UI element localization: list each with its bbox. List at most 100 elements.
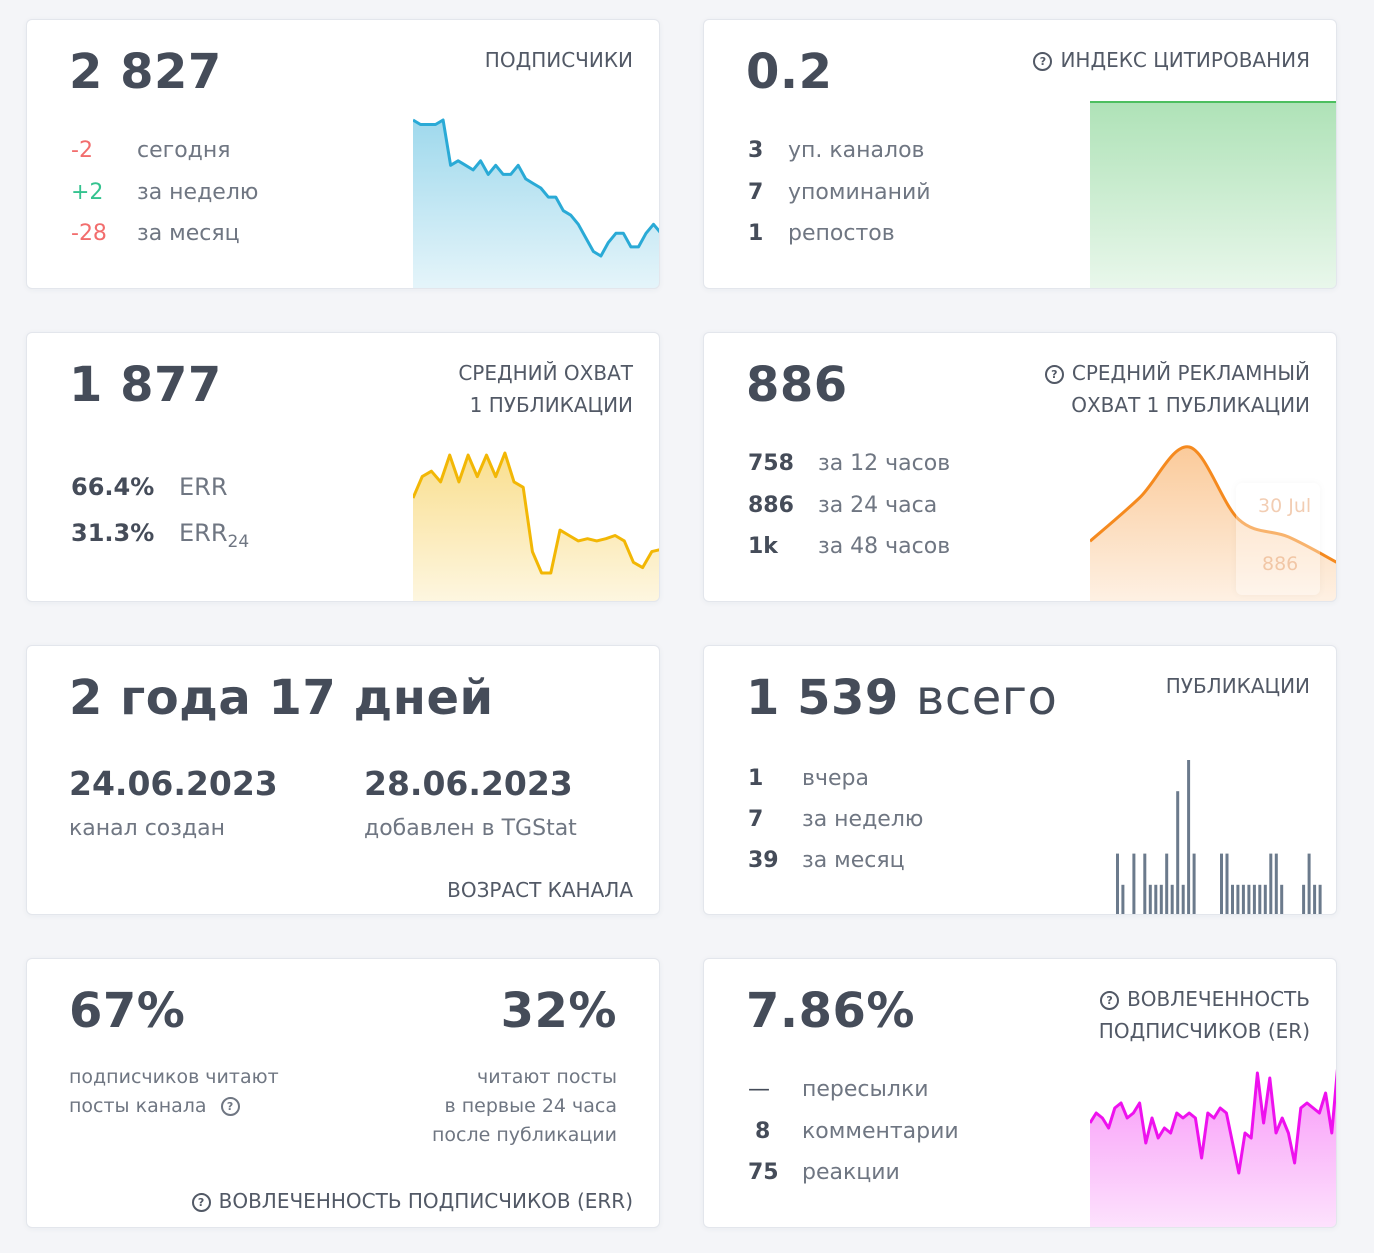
- stat-value: 886: [748, 493, 794, 518]
- stat-label: пересылки: [802, 1077, 929, 1102]
- added-label: добавлен в TGStat: [364, 816, 577, 841]
- stat-label: уп. каналов: [788, 138, 925, 163]
- chart-bar: [1263, 884, 1267, 914]
- chart-bar: [1220, 853, 1223, 914]
- tooltip-date: 30 Jul: [1258, 495, 1312, 517]
- err-subscript: 24: [227, 531, 250, 552]
- stat-label: упоминаний: [788, 180, 931, 205]
- subscribers-sparkline[interactable]: [413, 116, 660, 289]
- stat-label: ERR: [179, 473, 228, 501]
- chart-bar: [1302, 884, 1306, 914]
- stat-label: ERR24: [179, 519, 249, 552]
- stat-value: 3: [748, 138, 764, 163]
- err-card[interactable]: 67% подписчиков читают посты канала? 32%…: [26, 958, 660, 1228]
- er-title-line1: ВОВЛЕЧЕННОСТЬ: [1127, 987, 1310, 1011]
- stat-value: 758: [748, 451, 794, 476]
- er-value: 7.86%: [746, 983, 916, 1039]
- help-icon[interactable]: ?: [191, 1193, 211, 1212]
- publications-card[interactable]: 1 539 всего ПУБЛИКАЦИИ 1 вчера 7 за неде…: [703, 645, 1337, 915]
- citation-title-text: ИНДЕКС ЦИТИРОВАНИЯ: [1060, 48, 1310, 72]
- chart-area-fill: [413, 453, 659, 601]
- chart-bar: [1313, 884, 1317, 914]
- chart-series-line: [1090, 1068, 1336, 1175]
- chart-bar: [1116, 853, 1119, 914]
- stat-value: 1: [748, 221, 764, 246]
- chart-bar: [1241, 884, 1245, 914]
- chart-bar: [1236, 884, 1240, 914]
- help-icon[interactable]: ?: [1100, 991, 1120, 1010]
- added-date: 28.06.2023: [364, 764, 573, 803]
- publications-suffix: всего: [916, 670, 1058, 726]
- stat-value: —: [748, 1077, 770, 1102]
- publications-count: 1 539: [746, 670, 899, 726]
- stat-value: 7: [748, 807, 764, 832]
- chart-bar: [1318, 884, 1322, 914]
- err-left-line1: подписчиков читают: [69, 1066, 279, 1088]
- subscribers-card[interactable]: 2 827 ПОДПИСЧИКИ -2 сегодня +2 за неделю…: [26, 19, 660, 289]
- err-title: ? ВОВЛЕЧЕННОСТЬ ПОДПИСЧИКОВ (ERR): [191, 1185, 633, 1217]
- err-right-value: 32%: [500, 983, 617, 1039]
- stat-value: 75: [748, 1160, 779, 1185]
- publications-title: ПУБЛИКАЦИИ: [1165, 674, 1310, 698]
- citation-title: ? ИНДЕКС ЦИТИРОВАНИЯ: [1033, 44, 1310, 76]
- err-right-line2: в первые 24 часа: [444, 1095, 617, 1117]
- avg-reach-sparkline[interactable]: [413, 443, 660, 602]
- channel-age-title: ВОЗРАСТ КАНАЛА: [447, 878, 633, 902]
- stat-value: 39: [748, 848, 779, 873]
- stat-label: за месяц: [137, 221, 240, 246]
- stat-label: вчера: [802, 766, 869, 791]
- publications-bar-chart[interactable]: [1104, 746, 1334, 915]
- avg-reach-card[interactable]: 1 877 СРЕДНИЙ ОХВАТ 1 ПУБЛИКАЦИИ 66.4% E…: [26, 332, 660, 602]
- err-right-line3: после публикации: [432, 1124, 617, 1146]
- chart-bar: [1132, 853, 1136, 914]
- chart-tooltip: 30 Jul 886: [1236, 483, 1320, 595]
- avg-reach-title: СРЕДНИЙ ОХВАТ 1 ПУБЛИКАЦИИ: [458, 357, 633, 421]
- avg-reach-title-line1: СРЕДНИЙ ОХВАТ: [458, 361, 633, 385]
- ad-reach-title: ? СРЕДНИЙ РЕКЛАМНЫЙ ОХВАТ 1 ПУБЛИКАЦИИ: [1044, 357, 1310, 421]
- chart-bar: [1170, 884, 1174, 914]
- channel-age-value: 2 года 17 дней: [69, 670, 494, 726]
- stat-value: 66.4%: [71, 473, 155, 501]
- chart-bar: [1165, 853, 1169, 914]
- chart-series-line: [1090, 445, 1336, 564]
- stat-value: 1k: [748, 534, 778, 559]
- stat-value: -2: [71, 138, 93, 163]
- chart-bar: [1154, 884, 1158, 914]
- ad-reach-card[interactable]: 886 ? СРЕДНИЙ РЕКЛАМНЫЙ ОХВАТ 1 ПУБЛИКАЦИ…: [703, 332, 1337, 602]
- help-icon[interactable]: ?: [220, 1097, 240, 1116]
- help-icon[interactable]: ?: [1044, 365, 1064, 384]
- stat-label: за месяц: [802, 848, 905, 873]
- stat-value: 1: [748, 766, 764, 791]
- ad-reach-sparkline[interactable]: [1090, 433, 1337, 602]
- stat-label: за 12 часов: [818, 451, 951, 476]
- stat-value: 8: [755, 1119, 771, 1144]
- avg-reach-title-line2: 1 ПУБЛИКАЦИИ: [469, 393, 633, 417]
- err-title-text: ВОВЛЕЧЕННОСТЬ ПОДПИСЧИКОВ (ERR): [218, 1189, 633, 1213]
- chart-bar: [1258, 884, 1262, 914]
- er-title-line2: ПОДПИСЧИКОВ (ER): [1098, 1019, 1310, 1043]
- chart-bar: [1231, 884, 1234, 914]
- err-right-line1: читают посты: [477, 1066, 617, 1088]
- avg-reach-value: 1 877: [69, 357, 222, 413]
- stat-label: за неделю: [137, 180, 259, 205]
- citation-sparkline[interactable]: [1090, 100, 1337, 289]
- channel-age-card[interactable]: 2 года 17 дней 24.06.2023 канал создан 2…: [26, 645, 660, 915]
- subscribers-title: ПОДПИСЧИКИ: [484, 48, 633, 72]
- err-left-value: 67%: [69, 983, 186, 1039]
- citation-card[interactable]: 0.2 ? ИНДЕКС ЦИТИРОВАНИЯ 3 уп. каналов 7 …: [703, 19, 1337, 289]
- chart-bar: [1225, 853, 1229, 914]
- chart-bar: [1121, 884, 1125, 914]
- citation-index-value: 0.2: [746, 44, 833, 100]
- stat-label: репостов: [788, 221, 895, 246]
- er-card[interactable]: 7.86% ? ВОВЛЕЧЕННОСТЬ ПОДПИСЧИКОВ (ER) — …: [703, 958, 1337, 1228]
- ad-reach-title-line2: ОХВАТ 1 ПУБЛИКАЦИИ: [1071, 393, 1310, 417]
- stat-label: за 48 часов: [818, 534, 951, 559]
- stat-label: сегодня: [137, 138, 231, 163]
- chart-area-fill: [413, 120, 659, 288]
- chart-bar: [1181, 884, 1185, 914]
- help-icon[interactable]: ?: [1033, 52, 1053, 71]
- chart-bar: [1176, 791, 1180, 914]
- er-sparkline[interactable]: [1090, 1059, 1337, 1228]
- chart-bar: [1307, 853, 1311, 914]
- chart-bar: [1252, 884, 1256, 914]
